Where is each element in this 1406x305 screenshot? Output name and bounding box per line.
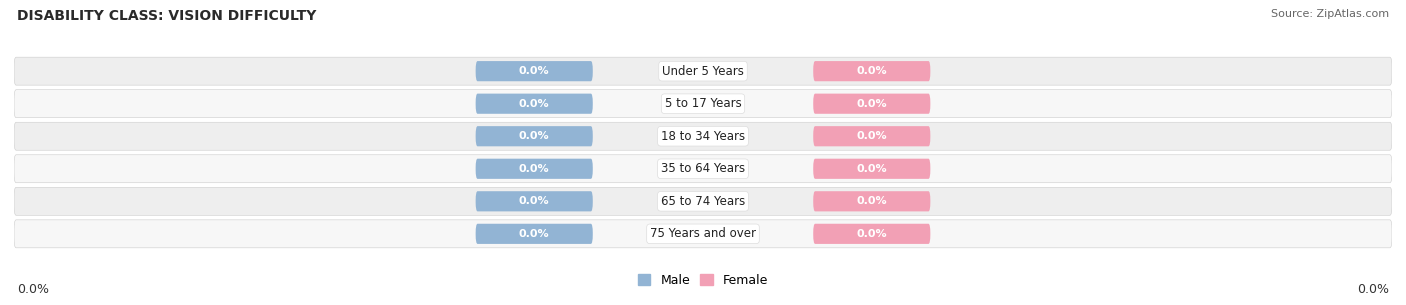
Text: 0.0%: 0.0%	[519, 196, 550, 206]
FancyBboxPatch shape	[14, 90, 1392, 118]
Text: 0.0%: 0.0%	[856, 66, 887, 76]
Text: DISABILITY CLASS: VISION DIFFICULTY: DISABILITY CLASS: VISION DIFFICULTY	[17, 9, 316, 23]
Text: 75 Years and over: 75 Years and over	[650, 227, 756, 240]
Text: 0.0%: 0.0%	[519, 131, 550, 141]
FancyBboxPatch shape	[475, 191, 593, 211]
Text: 0.0%: 0.0%	[519, 66, 550, 76]
FancyBboxPatch shape	[813, 61, 931, 81]
FancyBboxPatch shape	[475, 159, 593, 179]
Text: 35 to 64 Years: 35 to 64 Years	[661, 162, 745, 175]
FancyBboxPatch shape	[14, 57, 1392, 85]
Text: 0.0%: 0.0%	[519, 164, 550, 174]
Text: 65 to 74 Years: 65 to 74 Years	[661, 195, 745, 208]
Text: 0.0%: 0.0%	[856, 229, 887, 239]
Text: 0.0%: 0.0%	[17, 283, 49, 296]
FancyBboxPatch shape	[475, 224, 593, 244]
Text: 5 to 17 Years: 5 to 17 Years	[665, 97, 741, 110]
Text: 0.0%: 0.0%	[519, 229, 550, 239]
Text: 0.0%: 0.0%	[519, 99, 550, 109]
FancyBboxPatch shape	[813, 224, 931, 244]
FancyBboxPatch shape	[14, 122, 1392, 150]
FancyBboxPatch shape	[14, 220, 1392, 248]
FancyBboxPatch shape	[813, 94, 931, 114]
Text: Under 5 Years: Under 5 Years	[662, 65, 744, 78]
Legend: Male, Female: Male, Female	[638, 274, 768, 287]
FancyBboxPatch shape	[475, 94, 593, 114]
Text: 0.0%: 0.0%	[1357, 283, 1389, 296]
Text: 0.0%: 0.0%	[856, 196, 887, 206]
FancyBboxPatch shape	[813, 126, 931, 146]
FancyBboxPatch shape	[475, 126, 593, 146]
FancyBboxPatch shape	[813, 159, 931, 179]
FancyBboxPatch shape	[14, 155, 1392, 183]
Text: 0.0%: 0.0%	[856, 164, 887, 174]
Text: 18 to 34 Years: 18 to 34 Years	[661, 130, 745, 143]
Text: 0.0%: 0.0%	[856, 131, 887, 141]
FancyBboxPatch shape	[475, 61, 593, 81]
Text: Source: ZipAtlas.com: Source: ZipAtlas.com	[1271, 9, 1389, 19]
FancyBboxPatch shape	[14, 187, 1392, 215]
Text: 0.0%: 0.0%	[856, 99, 887, 109]
FancyBboxPatch shape	[813, 191, 931, 211]
